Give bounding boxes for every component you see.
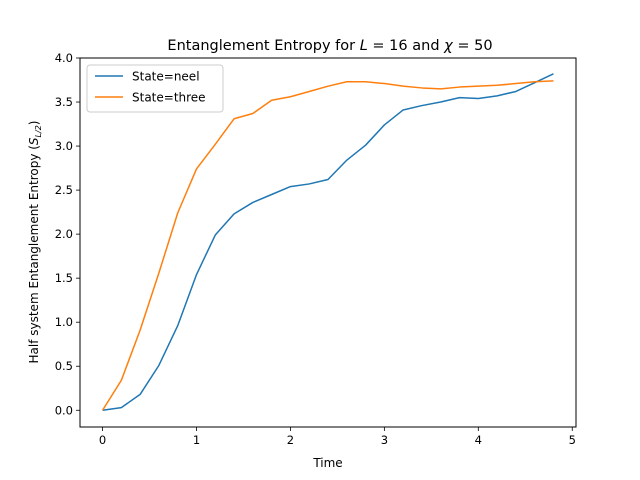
legend-label-neel: State=neel: [132, 70, 200, 84]
x-tick-label: 3: [381, 433, 388, 447]
y-axis-label: Half system Entanglement Entropy (SL/2): [27, 120, 43, 363]
plot-frame: [79, 57, 577, 428]
title-chi-value: = 50: [453, 38, 493, 54]
y-tick-label: 4.0: [55, 51, 73, 65]
x-axis-label: Time: [312, 456, 342, 470]
x-tick-label: 2: [287, 433, 294, 447]
title-prefix: Entanglement Entropy for: [167, 38, 359, 54]
y-label-prefix: Half system Entanglement Entropy (: [27, 145, 41, 363]
y-tick-label: 3.0: [55, 139, 73, 153]
y-label-symbol: S: [27, 137, 41, 145]
legend-label-three: State=three: [132, 91, 206, 105]
title-chi-variable: χ: [443, 38, 454, 54]
x-tick-label: 1: [193, 433, 200, 447]
y-tick-label: 3.5: [55, 95, 73, 109]
y-tick-label: 1.0: [55, 315, 73, 329]
y-tick-label: 2.5: [55, 183, 73, 197]
y-label-suffix: ): [27, 120, 41, 125]
y-label-subscript: L/2: [34, 125, 43, 137]
series-group: [101, 73, 554, 412]
x-tick-label: 0: [99, 433, 106, 447]
x-tick-label: 5: [569, 433, 576, 447]
y-tick-label: 1.5: [55, 271, 73, 285]
x-tick-label: 4: [475, 433, 482, 447]
chart-title: Entanglement Entropy for L = 16 and χ = …: [167, 38, 492, 54]
y-tick-label: 0.5: [55, 359, 73, 373]
title-l-value: = 16 and: [368, 38, 444, 54]
y-tick-label: 0.0: [55, 403, 73, 417]
series-line-neel: [102, 73, 554, 412]
legend: State=neel State=three: [86, 64, 224, 113]
tick-group: 0 1 2 3 4 5 0.0 0.5 1.0 1.5 2.0 2.5 3.0 3.5 4.0: [55, 51, 576, 447]
title-l-variable: L: [360, 38, 368, 54]
series-line-three: [101, 80, 554, 411]
y-tick-label: 2.0: [55, 227, 73, 241]
